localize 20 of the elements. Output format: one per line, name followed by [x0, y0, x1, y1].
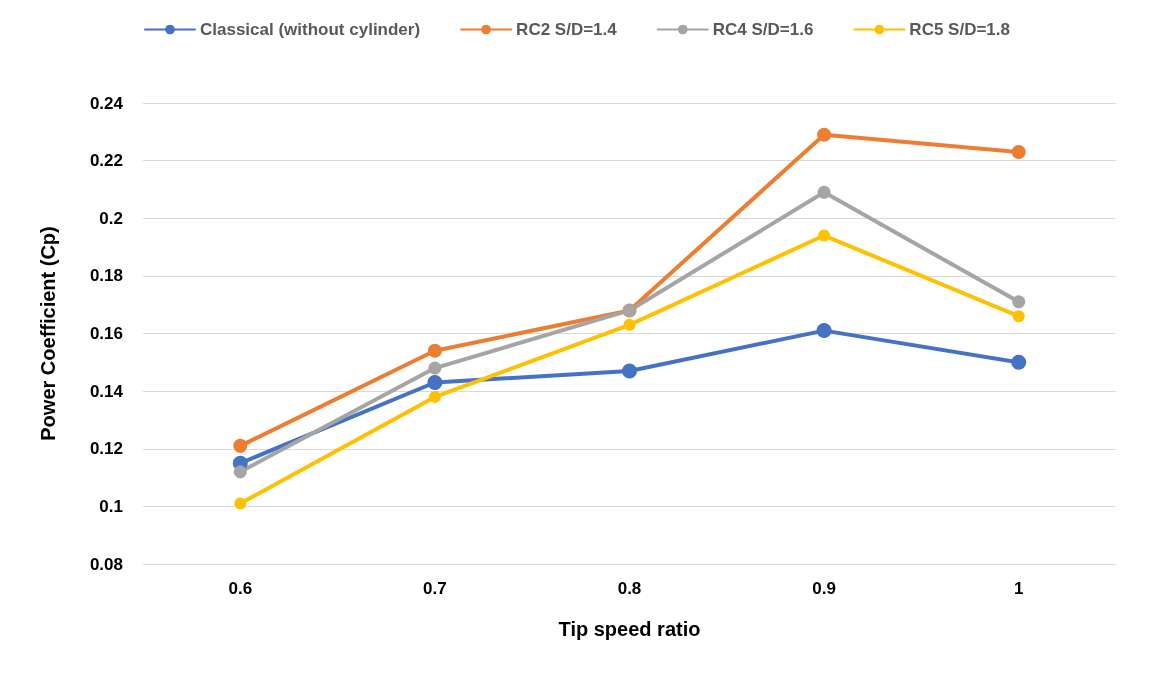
y-axis-title: Power Coefficient (Cp): [37, 226, 59, 441]
y-tick-label: 0.2: [99, 208, 123, 228]
y-tick-label: 0.1: [99, 496, 123, 516]
y-tick-label: 0.24: [89, 93, 124, 113]
y-tick-label: 0.14: [89, 381, 124, 401]
y-tick-label: 0.22: [89, 151, 123, 171]
legend-label: RC5 S/D=1.8: [909, 20, 1011, 39]
x-tick-label: 0.6: [228, 579, 253, 598]
legend-label: RC2 S/D=1.4: [516, 20, 618, 39]
x-axis-title: Tip speed ratio: [558, 618, 701, 640]
y-tick-label: 0.18: [89, 266, 123, 286]
x-tick-label: 0.7: [423, 579, 447, 598]
legend-label: Classical (without cylinder): [200, 20, 421, 39]
y-tick-label: 0.08: [89, 554, 123, 574]
x-tick-label: 0.9: [812, 579, 836, 598]
x-tick-label: 0.8: [617, 579, 642, 598]
legend-label: RC4 S/D=1.6: [712, 20, 814, 39]
y-tick-label: 0.12: [89, 439, 123, 459]
y-tick-label: 0.16: [89, 324, 123, 343]
x-tick-label: 1: [1013, 579, 1024, 598]
